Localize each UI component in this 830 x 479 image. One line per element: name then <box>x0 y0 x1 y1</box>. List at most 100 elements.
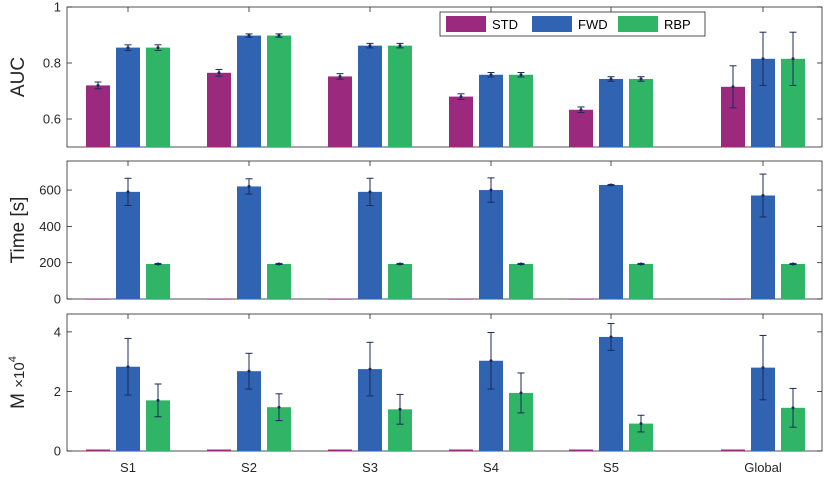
error-center <box>398 407 402 411</box>
error-center <box>609 335 613 339</box>
bar-rbp-s3 <box>388 45 412 147</box>
error-center <box>217 71 221 75</box>
error-center <box>791 406 795 410</box>
bar-fwd-s1 <box>116 47 140 147</box>
legend-label-rbp: RBP <box>664 17 691 32</box>
x-tick-label: S3 <box>362 460 378 475</box>
legend-swatch-rbp <box>618 16 658 32</box>
error-center <box>639 422 643 426</box>
error-center <box>398 44 402 48</box>
bar-fwd-s5 <box>599 336 623 451</box>
error-center <box>761 366 765 370</box>
error-center <box>639 262 643 266</box>
bar-rbp-s4 <box>509 74 533 147</box>
legend-label-std: STD <box>492 17 518 32</box>
bar-rbp-s1 <box>146 263 170 299</box>
bar-std-s4 <box>449 298 473 300</box>
x-tick-label: Global <box>744 460 782 475</box>
error-center <box>156 262 160 266</box>
panels: 0.6 0.8 1 AUC STD FWD RBP 0 200 400 600 Time [s] 0 2 4… <box>7 0 823 475</box>
bar-std-global <box>721 298 745 300</box>
error-center <box>247 369 251 373</box>
error-center <box>96 83 100 87</box>
error-center <box>126 190 130 194</box>
bar-std-s3 <box>328 449 352 451</box>
y-axis-label: M ×104 <box>7 356 29 409</box>
y-tick-label: 1 <box>54 0 61 15</box>
bar-fwd-s5 <box>599 184 623 299</box>
error-center <box>368 367 372 371</box>
error-center <box>519 73 523 77</box>
error-center <box>368 44 372 48</box>
legend-swatch-std <box>446 16 486 32</box>
y-tick-label: 2 <box>54 384 61 399</box>
y-axis-label: Time [s] <box>8 197 29 264</box>
panel-3: 0 2 4 M ×104 S1 S2 S3 S4 S5 Global <box>7 313 823 475</box>
axes-box <box>66 160 823 300</box>
bar-rbp-s5 <box>629 263 653 299</box>
bar-fwd-s1 <box>116 191 140 299</box>
error-center <box>368 190 372 194</box>
bar-rbp-s2 <box>267 35 291 148</box>
error-center <box>247 34 251 38</box>
y-tick-label: 0 <box>54 444 61 459</box>
bar-fwd-s4 <box>479 74 503 147</box>
bar-fwd-s4 <box>479 190 503 299</box>
bar-std-s3 <box>328 76 352 147</box>
bar-std-s1 <box>86 298 110 300</box>
y-tick-label: 400 <box>39 219 61 234</box>
bar-std-s2 <box>207 449 231 451</box>
error-center <box>156 46 160 50</box>
bar-rbp-s2 <box>267 263 291 299</box>
x-tick-label: S1 <box>120 460 136 475</box>
error-center <box>761 194 765 197</box>
error-center <box>126 365 130 369</box>
error-center <box>791 57 795 61</box>
axes-box <box>66 313 823 452</box>
bar-std-s4 <box>449 449 473 451</box>
error-center <box>761 57 765 61</box>
x-tick-label: S2 <box>241 460 257 475</box>
bar-std-s4 <box>449 96 473 147</box>
error-center <box>489 73 493 77</box>
bar-fwd-s3 <box>358 45 382 147</box>
error-center <box>609 183 613 187</box>
bar-fwd-s2 <box>237 35 261 148</box>
error-center <box>791 262 795 266</box>
panel-1: 0.6 0.8 1 AUC STD FWD RBP <box>8 0 823 148</box>
bar-std-s3 <box>328 298 352 300</box>
error-center <box>731 85 735 89</box>
error-center <box>398 262 402 266</box>
bar-std-s2 <box>207 298 231 300</box>
error-center <box>639 77 643 81</box>
error-center <box>579 108 583 112</box>
error-center <box>277 262 281 266</box>
bar-rbp-s4 <box>509 263 533 299</box>
y-tick-label: 0 <box>54 292 61 307</box>
bar-std-s5 <box>569 298 593 300</box>
error-center <box>519 262 523 266</box>
y-tick-label: 200 <box>39 255 61 270</box>
error-center <box>277 34 281 38</box>
error-center <box>609 77 613 81</box>
bar-fwd-s2 <box>237 186 261 299</box>
error-center <box>247 184 251 188</box>
error-center <box>338 74 342 78</box>
y-tick-label: 0.6 <box>43 112 61 127</box>
legend: STD FWD RBP <box>439 11 706 37</box>
y-axis-label: AUC <box>8 57 29 97</box>
bar-rbp-s5 <box>629 78 653 147</box>
bar-std-s5 <box>569 109 593 147</box>
legend-swatch-fwd <box>532 16 572 32</box>
error-center <box>459 95 463 99</box>
bar-fwd-s5 <box>599 78 623 147</box>
bar-std-s1 <box>86 449 110 451</box>
bar-std-global <box>721 449 745 451</box>
bar-std-s1 <box>86 85 110 147</box>
y-tick-label: 0.8 <box>43 56 61 71</box>
error-center <box>156 398 160 402</box>
y-tick-label: 600 <box>39 183 61 198</box>
legend-label-fwd: FWD <box>578 17 608 32</box>
error-center <box>277 405 281 409</box>
